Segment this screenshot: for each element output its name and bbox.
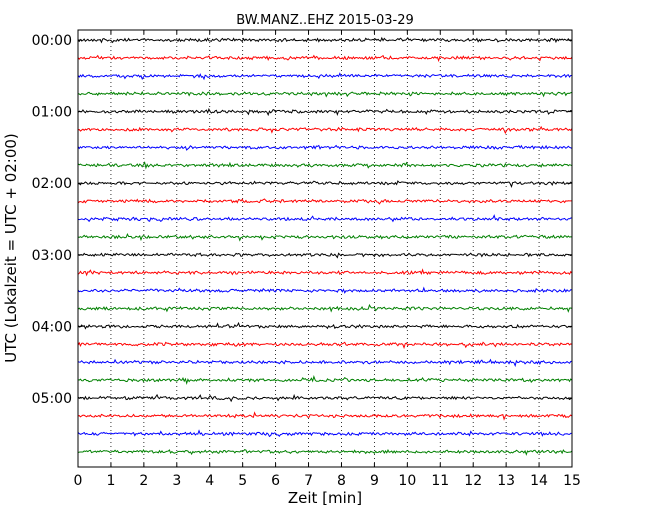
- trace-0100: [77, 107, 573, 117]
- trace-0030: [77, 72, 573, 81]
- trace-0230: [77, 214, 573, 223]
- trace-0215: [77, 198, 573, 205]
- x-axis: 0 1 2 3 4 5 6 7 8 9 10 11 12 13 14 15: [74, 30, 581, 489]
- seismogram-traces: [77, 36, 573, 456]
- trace-0145: [77, 161, 573, 170]
- chart-title: BW.MANZ..EHZ 2015-03-29: [236, 13, 414, 28]
- x-tick-label: 4: [205, 473, 214, 489]
- x-tick-label: 2: [139, 473, 148, 489]
- trace-0000: [77, 36, 573, 44]
- trace-0315: [77, 268, 573, 277]
- trace-0430: [77, 358, 573, 368]
- y-axis-label: UTC (Lokalzeit = UTC + 02:00): [2, 133, 20, 363]
- x-tick-label: 1: [106, 473, 115, 489]
- trace-0415: [77, 341, 573, 350]
- x-tick-label: 15: [563, 473, 581, 489]
- trace-0400: [77, 321, 573, 330]
- x-tick-label: 10: [398, 473, 416, 489]
- y-tick-label: 04:00: [32, 319, 72, 335]
- x-tick-label: 13: [497, 473, 515, 489]
- x-tick-label: 9: [370, 473, 379, 489]
- trace-0445: [77, 374, 573, 385]
- x-tick-label: 7: [304, 473, 313, 489]
- x-tick-label: 3: [172, 473, 181, 489]
- x-axis-label: Zeit [min]: [288, 489, 362, 507]
- trace-0115: [77, 125, 573, 135]
- x-tick-label: 0: [74, 473, 83, 489]
- trace-0530: [77, 429, 573, 438]
- plot-frame: [77, 29, 573, 468]
- trace-0330: [77, 286, 573, 294]
- trace-0345: [77, 303, 573, 313]
- y-tick-label: 00:00: [32, 33, 72, 49]
- x-tick-label: 11: [431, 473, 449, 489]
- x-tick-label: 8: [337, 473, 346, 489]
- y-tick-label: 05:00: [32, 391, 72, 407]
- y-axis: 00:00 01:00 02:00 03:00 04:00 05:00: [32, 33, 572, 407]
- x-tick-label: 14: [530, 473, 548, 489]
- trace-0300: [77, 252, 573, 259]
- x-tick-label: 5: [238, 473, 247, 489]
- trace-0515: [77, 411, 573, 421]
- trace-0245: [77, 233, 573, 242]
- trace-0045: [77, 90, 573, 98]
- trace-0545: [77, 448, 573, 456]
- x-tick-label: 12: [464, 473, 482, 489]
- trace-0015: [77, 54, 573, 63]
- x-tick-label: 6: [271, 473, 280, 489]
- trace-0200: [77, 180, 573, 189]
- trace-0130: [77, 144, 573, 151]
- y-tick-label: 03:00: [32, 248, 72, 264]
- vertical-grid: [110, 30, 540, 467]
- trace-0500: [77, 393, 573, 403]
- y-tick-label: 01:00: [32, 105, 72, 121]
- y-tick-label: 02:00: [32, 176, 72, 192]
